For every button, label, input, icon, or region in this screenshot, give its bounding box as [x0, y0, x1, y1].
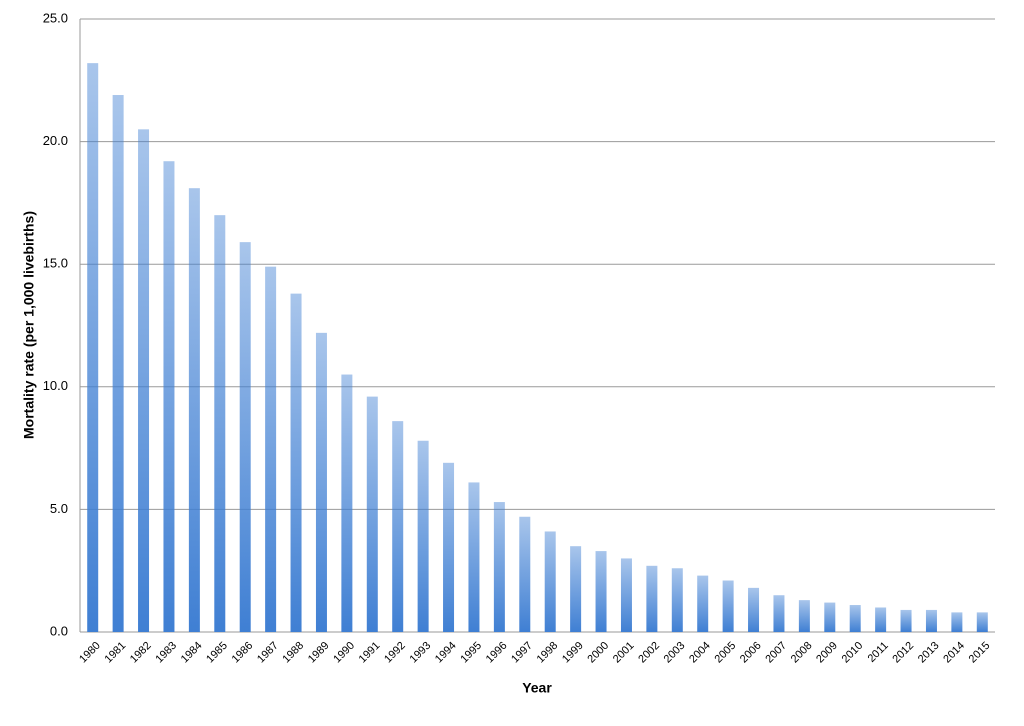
x-tick-label: 1988 — [280, 640, 306, 666]
bar — [188, 188, 200, 633]
x-tick-label: 1999 — [560, 640, 586, 666]
y-tick-label: 5.0 — [50, 501, 68, 516]
bar — [239, 242, 251, 632]
x-tick-label: 1990 — [331, 640, 357, 666]
x-tick-label: 1980 — [77, 640, 103, 666]
bar — [341, 374, 353, 632]
bar — [366, 396, 378, 632]
y-axis-title: Mortality rate (per 1,000 livebirths) — [21, 211, 37, 439]
bar — [265, 266, 277, 632]
bar — [798, 600, 810, 632]
bar — [214, 215, 226, 632]
bar — [849, 605, 861, 632]
x-tick-label: 1987 — [255, 640, 281, 666]
x-tick-label: 1984 — [179, 640, 205, 666]
y-tick-label: 25.0 — [43, 10, 68, 25]
bar — [595, 551, 607, 632]
bar — [824, 602, 836, 632]
x-tick-label: 2000 — [585, 640, 611, 666]
bar — [773, 595, 785, 632]
x-tick-label: 2012 — [890, 640, 916, 666]
bar — [620, 558, 632, 632]
bar — [646, 565, 658, 632]
x-tick-label: 1981 — [103, 640, 129, 666]
y-tick-label: 15.0 — [43, 256, 68, 271]
bar — [392, 421, 404, 632]
bar — [925, 609, 937, 632]
x-tick-label: 2003 — [662, 640, 688, 666]
y-tick-label: 20.0 — [43, 133, 68, 148]
x-tick-label: 2004 — [687, 640, 713, 666]
bar — [875, 607, 887, 632]
x-tick-label: 2010 — [840, 640, 866, 666]
bar — [468, 482, 480, 632]
x-tick-label: 1998 — [535, 640, 561, 666]
bar — [544, 531, 556, 632]
x-tick-label: 1986 — [230, 640, 256, 666]
x-tick-label: 1996 — [484, 640, 510, 666]
x-tick-label: 2006 — [738, 640, 764, 666]
y-tick-label: 10.0 — [43, 378, 68, 393]
x-tick-label: 2013 — [916, 640, 942, 666]
x-tick-label: 1985 — [204, 640, 230, 666]
bar — [519, 516, 531, 632]
x-tick-label: 1992 — [382, 640, 408, 666]
x-tick-label: 1995 — [458, 640, 484, 666]
x-tick-label: 2005 — [713, 640, 739, 666]
bar — [138, 129, 150, 632]
y-tick-label: 0.0 — [50, 623, 68, 638]
x-tick-label: 2008 — [789, 640, 815, 666]
x-tick-label: 2002 — [636, 640, 662, 666]
bar — [315, 332, 327, 632]
x-tick-label: 2007 — [763, 640, 789, 666]
bar — [976, 612, 988, 632]
x-tick-label: 1997 — [509, 640, 535, 666]
x-tick-label: 1991 — [357, 640, 383, 666]
x-tick-label: 2001 — [611, 640, 637, 666]
bar — [290, 293, 302, 632]
bar — [671, 568, 683, 632]
bar — [493, 502, 505, 632]
x-axis-title: Year — [522, 680, 552, 696]
x-tick-label: 2009 — [814, 640, 840, 666]
bar — [163, 161, 175, 632]
x-tick-label: 1994 — [433, 640, 459, 666]
x-tick-label: 1982 — [128, 640, 154, 666]
x-tick-label: 2011 — [866, 640, 891, 665]
bar — [417, 440, 429, 632]
bar — [112, 95, 124, 632]
bar — [900, 609, 912, 632]
bar — [443, 462, 455, 632]
bar — [722, 580, 734, 632]
x-tick-label: 2014 — [941, 640, 967, 666]
x-tick-label: 1983 — [153, 640, 179, 666]
bar — [87, 63, 99, 633]
bar — [697, 575, 709, 632]
x-tick-label: 1989 — [306, 640, 332, 666]
bar — [570, 546, 582, 632]
x-tick-label: 2015 — [967, 640, 993, 666]
bar — [951, 612, 963, 632]
bar — [748, 587, 760, 632]
x-tick-label: 1993 — [408, 640, 434, 666]
